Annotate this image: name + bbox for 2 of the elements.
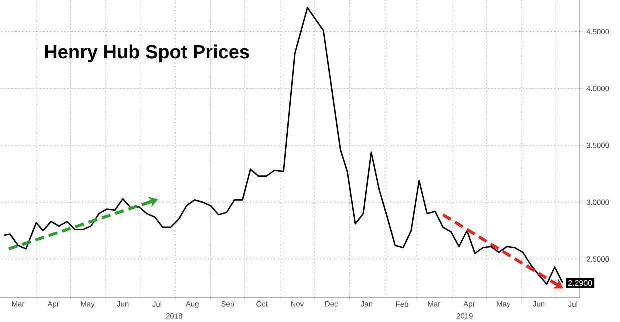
text: Henry Hub Spot Prices bbox=[45, 44, 250, 62]
data-label: 2.2900 bbox=[568, 280, 592, 286]
